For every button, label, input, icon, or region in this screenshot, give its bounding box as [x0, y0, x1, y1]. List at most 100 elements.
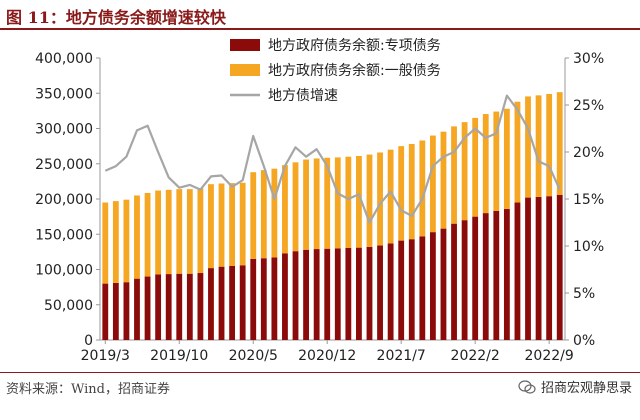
bar-special	[535, 196, 542, 340]
bar-general	[313, 158, 320, 250]
bar-general	[440, 131, 447, 229]
bar-general	[419, 140, 426, 237]
bar-special	[165, 274, 172, 340]
bar-general	[525, 96, 531, 198]
bar-special	[123, 282, 130, 340]
bar-special	[525, 197, 531, 340]
bar-special	[324, 248, 331, 340]
bar-general	[102, 202, 109, 284]
x-tick-label: 2022/2	[451, 348, 500, 364]
bar-general	[134, 195, 140, 279]
bar-general	[250, 172, 257, 259]
bar-special	[398, 240, 405, 340]
x-tick-label: 2021/7	[377, 348, 426, 364]
x-tick-label: 2019/10	[150, 348, 208, 364]
bar-general	[229, 183, 236, 266]
bar-general	[408, 144, 415, 240]
bar-special	[345, 247, 352, 340]
bar-general	[186, 189, 193, 274]
left-tick-label: 0	[84, 333, 93, 349]
bar-special	[208, 268, 214, 340]
bar-general	[429, 135, 436, 233]
left-tick-label: 350,000	[35, 86, 93, 102]
bar-special	[514, 202, 521, 340]
watermark: 招商宏观静思录	[518, 377, 632, 396]
bar-special	[472, 216, 479, 340]
right-tick-label: 5%	[573, 286, 595, 302]
bar-general	[472, 117, 479, 217]
x-tick-label: 2020/12	[298, 348, 356, 364]
bar-special	[186, 273, 193, 340]
bar-general	[451, 126, 457, 224]
bar-general	[208, 184, 214, 269]
legend-label: 地方政府债务余额:一般债务	[268, 62, 441, 79]
bar-general	[260, 170, 267, 259]
right-tick-label: 0%	[573, 333, 595, 349]
source-note: 资料来源：Wind，招商证券	[6, 382, 170, 397]
bar-general	[165, 189, 172, 275]
bar-special	[408, 239, 415, 340]
bar-special	[176, 273, 183, 340]
bar-general	[535, 95, 542, 197]
bar-general	[334, 157, 341, 249]
bar-general	[197, 188, 204, 274]
bar-general	[546, 93, 553, 197]
figure-title: 图 11：地方债务余额增速较快	[6, 8, 226, 27]
bar-general	[398, 146, 405, 241]
bar-special	[197, 273, 204, 340]
bar-general	[123, 199, 130, 283]
bar-general	[176, 189, 183, 274]
bar-general	[461, 122, 468, 221]
bar-special	[112, 282, 119, 340]
bar-special	[419, 236, 426, 340]
bar-general	[155, 190, 162, 275]
right-tick-label: 15%	[573, 192, 604, 208]
bar-special	[292, 251, 299, 340]
watermark-label: 招商宏观静思录	[540, 381, 632, 396]
bar-special	[356, 247, 362, 340]
bar-general	[556, 92, 563, 195]
left-tick-label: 150,000	[35, 227, 93, 243]
bar-general	[271, 168, 278, 258]
bar-special	[313, 249, 320, 340]
x-tick-label: 2020/5	[229, 348, 278, 364]
bar-general	[218, 183, 225, 267]
bar-special	[144, 276, 151, 340]
left-tick-label: 100,000	[35, 263, 93, 279]
bar-special	[482, 213, 489, 340]
left-tick-label: 50,000	[44, 298, 93, 314]
legend-swatch-special	[230, 39, 260, 51]
bar-general	[303, 159, 309, 250]
legend-label: 地方政府债务余额:专项债务	[268, 37, 441, 54]
bar-special	[546, 196, 553, 340]
bar-special	[271, 257, 278, 340]
bar-special	[250, 258, 257, 340]
bar-general	[144, 193, 151, 277]
chart: 0 50,000 100,000 150,000 200,000 250,000 300,0…	[35, 37, 604, 364]
x-tick-label: 2019/3	[81, 348, 130, 364]
bar-general	[239, 182, 246, 266]
left-tick-label: 300,000	[35, 122, 93, 138]
left-tick-label: 400,000	[35, 51, 93, 67]
bar-special	[102, 283, 109, 340]
bar-special	[377, 245, 383, 340]
left-tick-label: 250,000	[35, 157, 93, 173]
bar-general	[112, 201, 119, 283]
bar-special	[429, 232, 436, 340]
right-tick-label: 30%	[573, 51, 604, 67]
title-bar: 图 11：地方债务余额增速较快	[0, 0, 640, 30]
right-tick-label: 10%	[573, 239, 604, 255]
bar-special	[503, 208, 510, 340]
legend-label: 地方债增速	[268, 88, 338, 104]
bar-general	[292, 162, 299, 252]
wechat-icon	[518, 379, 536, 394]
right-tick-label: 25%	[573, 98, 604, 114]
bar-special	[440, 228, 447, 340]
bar-special	[366, 246, 373, 340]
bar-special	[334, 248, 341, 340]
bar-special	[229, 265, 236, 340]
bar-special	[387, 243, 394, 340]
bar-special	[282, 253, 288, 340]
bar-general	[366, 154, 373, 247]
bar-general	[345, 156, 352, 248]
